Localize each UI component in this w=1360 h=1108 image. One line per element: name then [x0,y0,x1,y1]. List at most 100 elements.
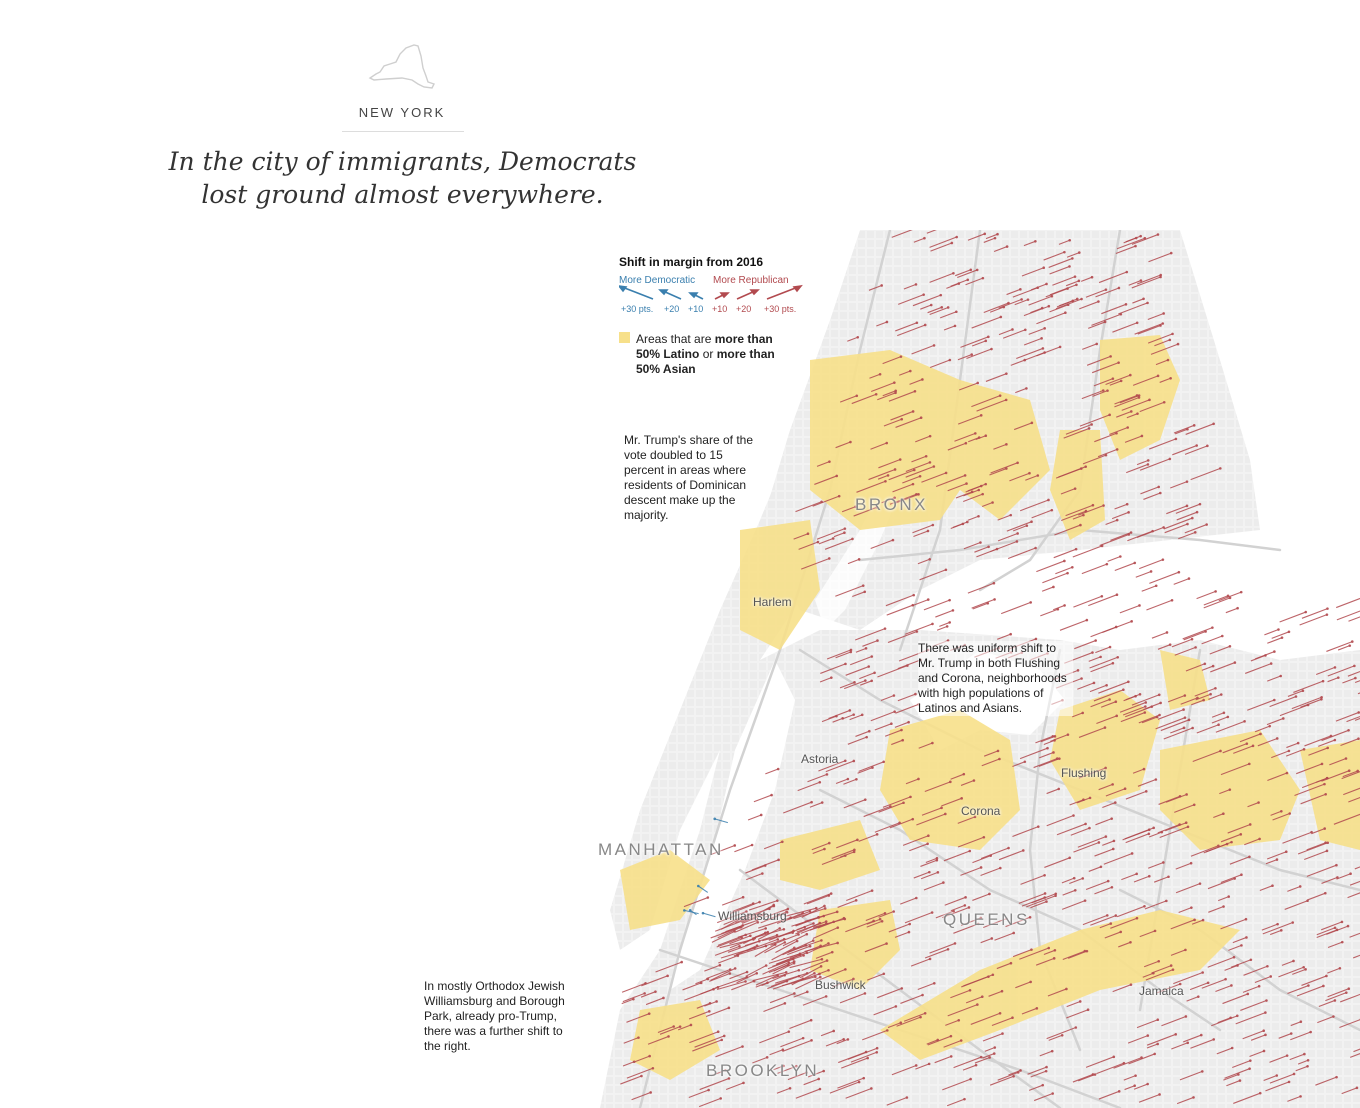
label-jamaica: Jamaica [1139,984,1184,998]
shift-arrow-673 [1262,921,1295,935]
shift-arrow-767 [1163,516,1194,530]
shift-arrow-870 [1136,459,1150,466]
shift-arrow-814 [905,777,920,785]
shift-arrow-781 [965,276,985,286]
shift-arrow-912 [764,907,790,918]
shift-arrow-180 [1103,852,1134,865]
shift-arrow-772 [944,896,967,906]
shift-arrow-327 [929,942,957,954]
shift-arrow-691 [857,766,874,774]
shift-arrow-547 [899,369,912,376]
shift-arrow-806 [1066,1000,1082,1008]
shift-arrow-651 [912,523,935,534]
shift-arrow-543 [860,679,874,686]
shift-arrow-326 [1090,914,1118,926]
shift-arrow-189 [953,1055,983,1069]
shift-arrow-615 [826,648,853,660]
shift-arrow-684 [870,710,896,722]
shift-arrow-433 [833,531,846,538]
shift-arrow-623 [1278,965,1305,978]
shift-arrow-232 [1031,892,1058,904]
legend-more-republican: More Republican [713,275,789,286]
shift-arrow-217 [929,235,958,248]
shift-arrow-596 [923,598,951,611]
shift-arrow-654 [897,692,917,702]
shift-arrow-188 [1112,321,1139,333]
shift-arrow-252 [1300,698,1323,708]
shift-arrow-726 [803,1077,821,1086]
shift-arrow-448 [998,328,1014,336]
shift-arrow-72 [1220,873,1243,884]
shift-arrow-491 [925,856,939,863]
shift-arrow-145 [1201,634,1224,645]
majority-area-6 [1050,690,1160,810]
shift-arrow-171 [814,474,839,485]
shift-arrow-583 [1098,680,1130,694]
shift-arrow-382 [1254,724,1272,733]
shift-arrow-319 [692,1038,724,1052]
label-bushwick: Bushwick [815,978,866,992]
shift-arrow-817 [1318,738,1337,747]
shift-arrow-82 [926,230,937,234]
shift-arrow-154 [967,581,996,594]
shift-arrow-780 [1122,828,1151,841]
shift-arrow-206 [1321,729,1350,742]
shift-arrow-545 [1207,955,1236,968]
shift-arrow-170 [935,474,967,487]
shift-arrow-658 [1065,279,1081,287]
shift-arrow-436 [1230,958,1253,968]
shift-arrow-847 [1139,929,1157,938]
majority-area-0 [810,350,980,530]
shift-arrow-520 [1028,294,1054,306]
shift-arrow-656 [917,981,936,991]
shift-arrow-725 [1354,680,1360,684]
shift-arrow-594 [890,410,915,421]
shift-arrow-818 [963,541,982,550]
legend-title: Shift in margin from 2016 [619,255,764,269]
election-shift-map[interactable] [560,230,1360,1108]
shift-arrow-139 [1161,1015,1188,1027]
shift-arrow-205 [1033,1092,1055,1102]
shift-arrow-125 [1211,715,1230,724]
shift-arrow-333 [1043,250,1066,261]
shift-arrow-220 [1063,427,1091,439]
shift-arrow-196 [1240,999,1268,1011]
shift-arrow-783 [1235,1011,1267,1025]
shift-arrow-336 [1220,762,1251,776]
shift-arrow-34 [920,871,940,880]
shift-arrow-121 [1297,1058,1310,1065]
shift-arrow-704 [1089,683,1108,693]
majority-area-11 [880,910,1240,1060]
shift-arrow-859 [729,970,749,980]
shift-arrow-30 [955,268,973,277]
shift-arrow-473 [1294,782,1326,797]
shift-arrow-892 [761,931,794,942]
shift-arrow-482 [1105,787,1127,797]
shift-arrow-348 [645,996,665,1006]
shift-arrow-186 [941,797,963,807]
shift-arrow-666 [1215,984,1233,993]
shift-arrow-392 [880,694,896,701]
shift-arrow-747 [935,909,955,919]
shift-arrow-299 [1027,1065,1048,1075]
shift-arrow-245 [888,922,912,933]
shift-arrow-757 [982,1032,1004,1042]
shift-arrow-456 [1143,959,1161,968]
shift-arrow-304 [993,245,1009,253]
shift-arrow-607 [924,948,950,959]
shift-arrow-858 [1096,714,1119,725]
shift-arrow-146 [1101,303,1128,315]
shift-arrow-207 [1175,882,1202,894]
shift-arrow-563 [1081,389,1105,400]
shift-arrow-579 [1173,577,1191,585]
shift-arrow-415 [1191,698,1205,706]
shift-arrow-698 [1170,948,1187,956]
shift-arrow-212 [1271,630,1291,639]
shift-arrow-552 [1219,788,1232,795]
shift-arrow-18 [1154,338,1172,347]
shift-arrow-845 [1271,749,1291,759]
shift-arrow-441 [1269,929,1283,936]
shift-arrow-332 [1289,1052,1306,1061]
shift-arrow-286 [919,568,948,581]
shift-arrow-227 [1222,742,1249,754]
